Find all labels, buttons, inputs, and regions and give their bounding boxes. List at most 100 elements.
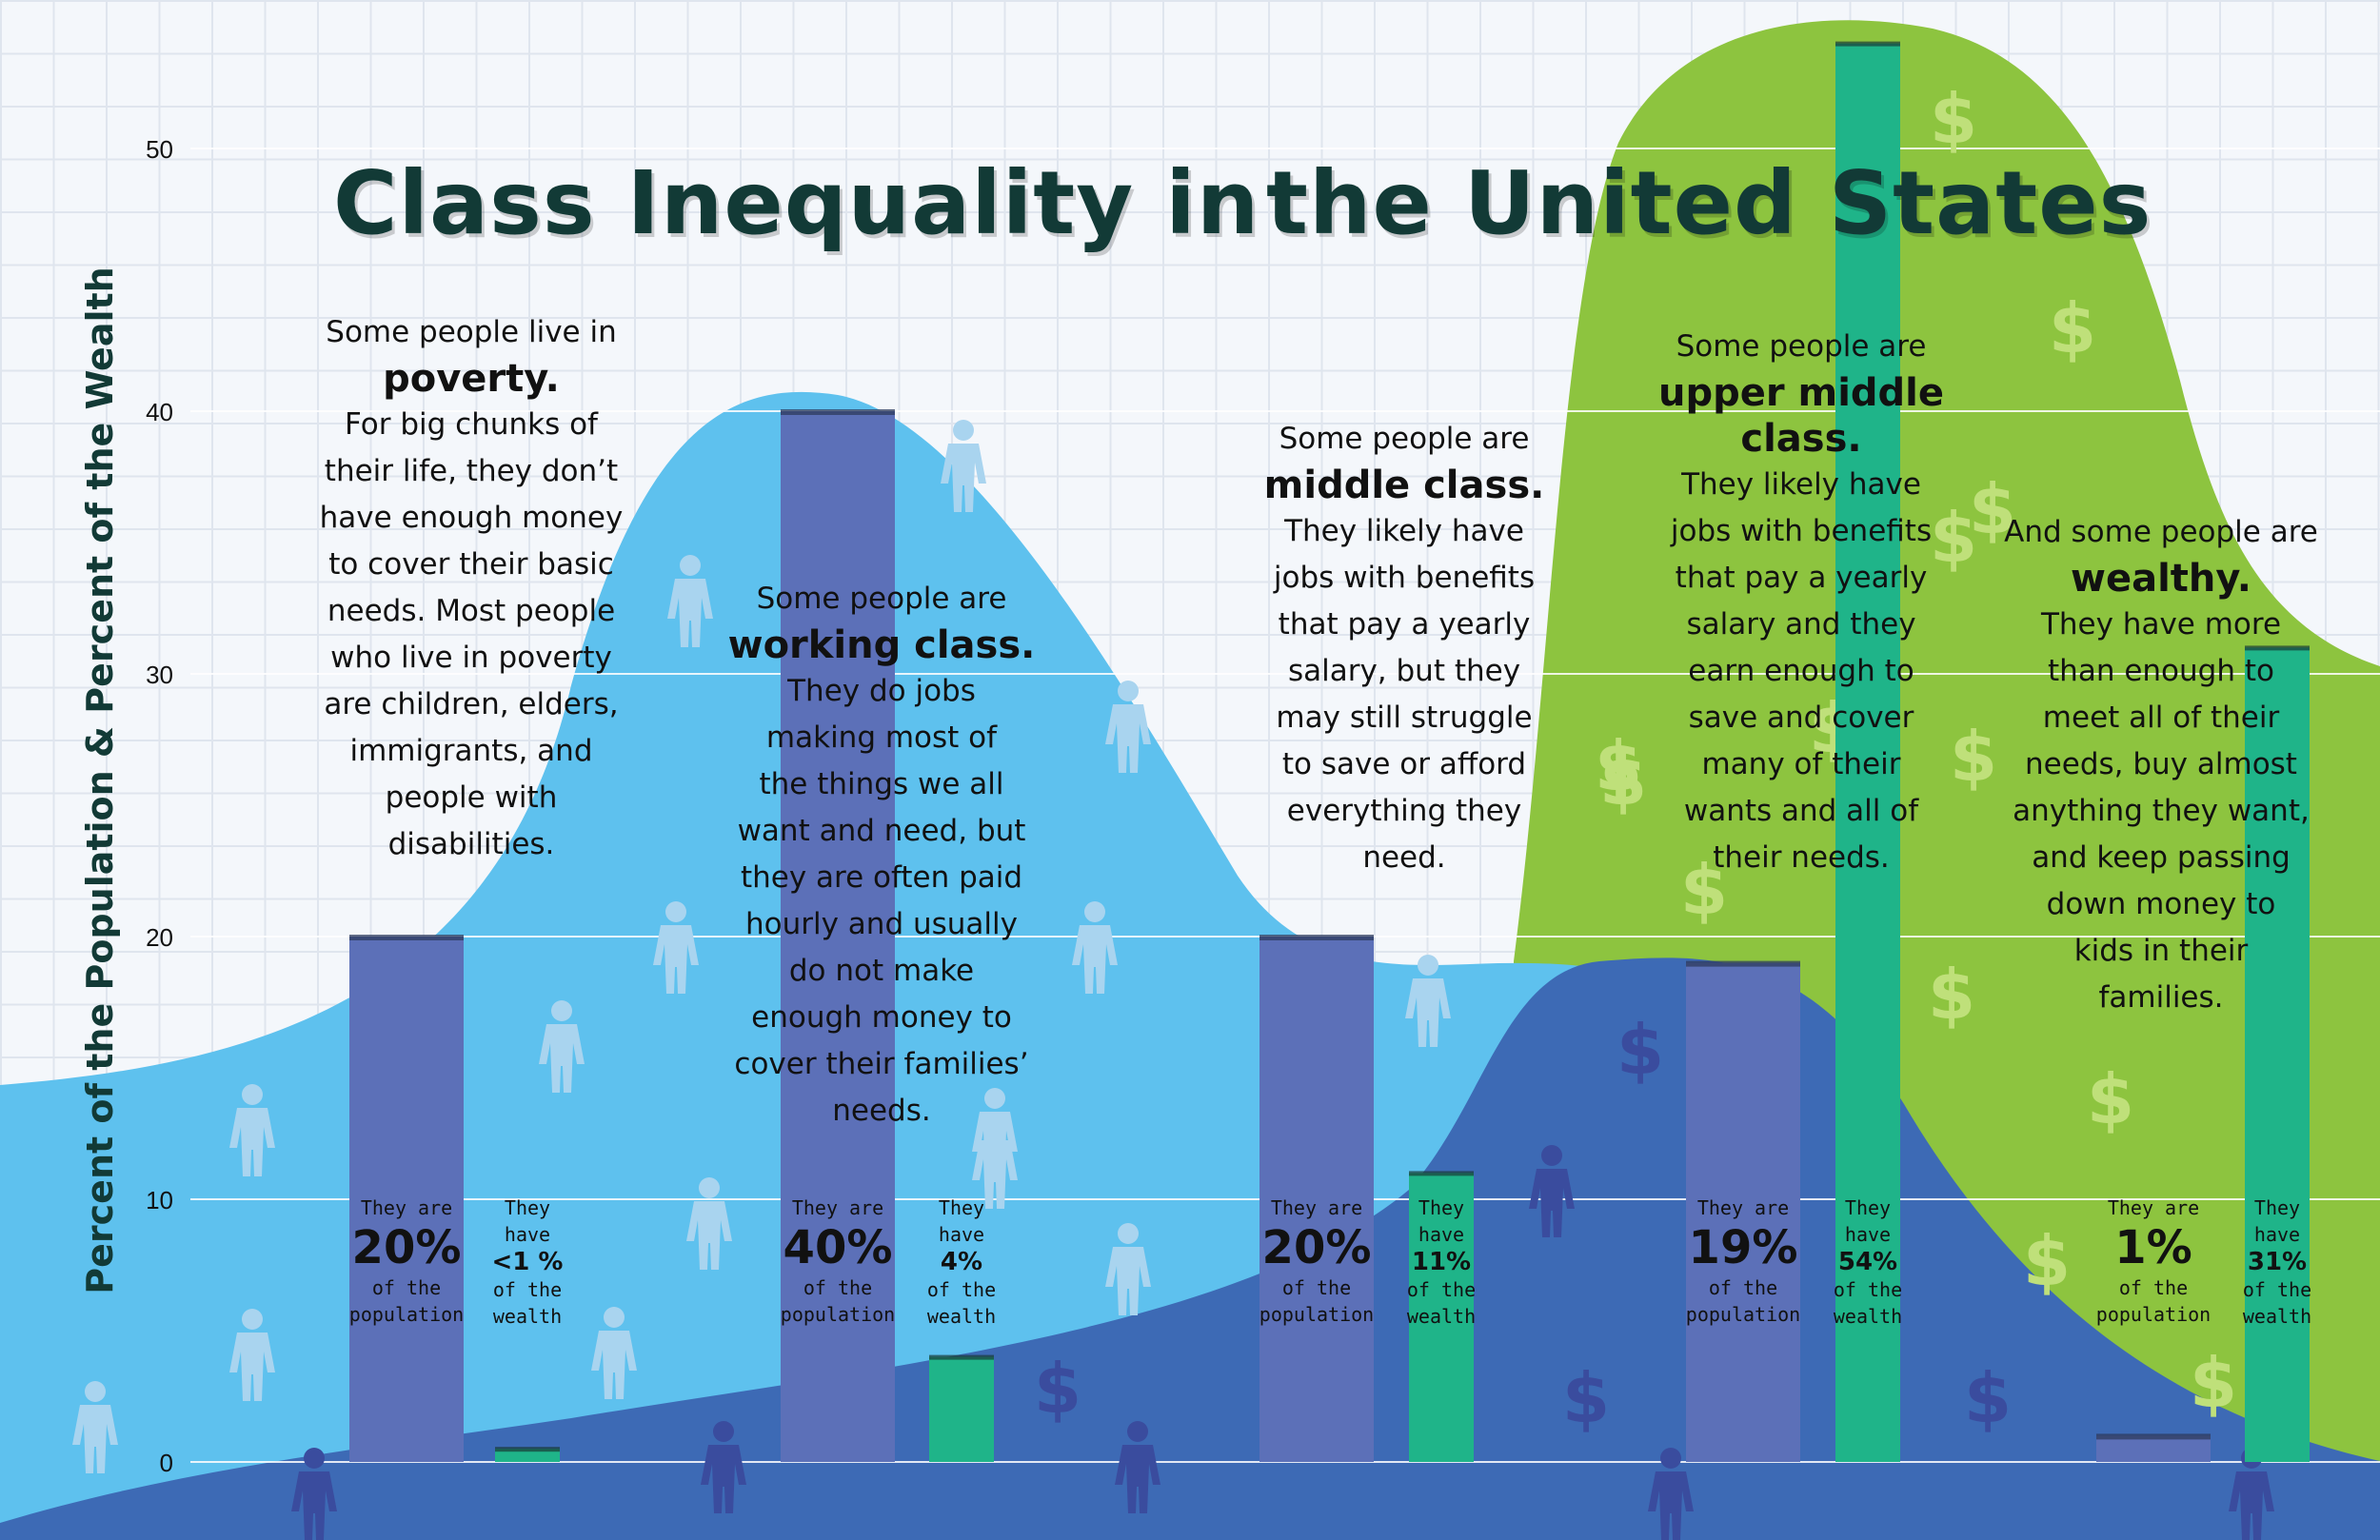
dollar-icon: $	[1930, 79, 1977, 159]
description-line: who live in poverty	[330, 641, 612, 675]
description-line: to save or afford	[1281, 747, 1527, 781]
dollar-icon: $	[1930, 498, 1977, 578]
description-line: needs.	[832, 1094, 931, 1128]
description-line: have enough money	[319, 501, 624, 535]
description-line: want and need, but	[737, 814, 1026, 848]
label-line: of the	[2118, 1276, 2189, 1299]
dollar-icon: $	[2023, 1221, 2071, 1301]
description-line: earn enough to	[1688, 654, 1914, 688]
class-name: wealthy.	[2071, 557, 2251, 601]
description-line: families.	[2098, 980, 2224, 1015]
label-line: wealth	[2242, 1305, 2312, 1328]
label-line: of the	[2242, 1278, 2312, 1301]
wealth-bar-label: They have <1 % of the wealth	[476, 1194, 579, 1330]
dollar-icon: $	[1950, 717, 1997, 797]
y-tick-label: 30	[146, 661, 173, 689]
description-line: than enough to	[2048, 654, 2274, 688]
description-line: are children, elders,	[324, 687, 619, 721]
person-icon	[1115, 1421, 1160, 1513]
wealth-bar	[1409, 1171, 1474, 1462]
label-line: of the	[1708, 1276, 1778, 1299]
description-line: anything they want,	[2013, 794, 2310, 828]
description-line: everything they	[1286, 794, 1522, 828]
description-line: their life, they don’t	[324, 454, 619, 488]
class-name: poverty.	[383, 357, 560, 401]
wealth-bar	[2245, 645, 2310, 1462]
wealth-percent: <1 %	[491, 1248, 564, 1276]
population-bar	[349, 935, 464, 1462]
wealth-bar	[929, 1354, 994, 1462]
description-line: For big chunks of	[345, 407, 598, 442]
label-line: population	[780, 1303, 896, 1326]
description-line: their needs.	[1713, 840, 1890, 875]
population-bar	[1686, 960, 1800, 1462]
wealth-percent: 4%	[940, 1248, 983, 1276]
population-bar	[1259, 935, 1374, 1462]
description-line: kids in their	[2073, 934, 2249, 968]
label-line: of the	[1833, 1278, 1903, 1301]
person-icon	[653, 901, 699, 994]
wealth-bar-label: They have 11% of the wealth	[1390, 1194, 1493, 1330]
person-icon	[291, 1448, 337, 1540]
person-icon	[539, 1000, 585, 1093]
dollar-icon: $	[1969, 469, 2016, 549]
description-line: disabilities.	[387, 827, 555, 861]
label-line: wealth	[1406, 1305, 1477, 1328]
label-line: They	[1418, 1196, 1465, 1219]
description-intro: Some people are	[1676, 329, 1927, 364]
description-line: jobs with benefits	[1273, 561, 1536, 595]
description-line: immigrants, and	[349, 734, 593, 768]
label-line: They are	[2107, 1196, 2200, 1219]
label-line: They	[1844, 1196, 1892, 1219]
class-name: working class.	[727, 623, 1036, 667]
dollar-icon: $	[2190, 1343, 2237, 1423]
person-icon	[701, 1421, 746, 1513]
dollar-icon: $	[1562, 1358, 1610, 1438]
label-line: They are	[791, 1196, 884, 1219]
description-line: wants and all of	[1683, 794, 1919, 828]
population-bar	[781, 409, 895, 1462]
person-icon	[686, 1177, 732, 1270]
class-name: middle class.	[1263, 464, 1545, 507]
person-icon	[1105, 1223, 1151, 1315]
person-icon	[1072, 901, 1118, 994]
population-percent: 20%	[1261, 1221, 1372, 1274]
y-tick-label: 0	[159, 1449, 173, 1477]
description-line: salary and they	[1686, 607, 1916, 642]
description-line: cover their families’	[734, 1047, 1029, 1081]
label-line: They are	[360, 1196, 453, 1219]
description-line: meet all of their	[2042, 701, 2280, 735]
description-line: down money to	[2046, 887, 2276, 921]
label-line: They	[504, 1196, 551, 1219]
wealth-bar-label: They have 4% of the wealth	[910, 1194, 1013, 1330]
description-line: to cover their basic	[328, 547, 614, 582]
title-left: Class Inequality in	[333, 152, 1260, 254]
dollar-icon: $	[1599, 740, 1647, 820]
label-line: have	[1418, 1223, 1465, 1246]
label-line: of the	[1281, 1276, 1352, 1299]
label-line: They	[938, 1196, 985, 1219]
dollar-icon: $	[1616, 1010, 1664, 1090]
description-line: hourly and usually	[744, 907, 1018, 941]
person-icon	[229, 1084, 275, 1176]
wealth-percent: 11%	[1411, 1248, 1472, 1276]
description-line: They likely have	[1681, 467, 1921, 502]
label-line: wealth	[1833, 1305, 1903, 1328]
wealth-bar	[495, 1447, 560, 1462]
description-line: They have more	[2040, 607, 2282, 642]
label-line: population	[348, 1303, 465, 1326]
label-line: They are	[1696, 1196, 1790, 1219]
person-icon	[1529, 1145, 1575, 1237]
dollar-icon: $	[1034, 1349, 1081, 1429]
person-icon	[72, 1381, 118, 1473]
class-description: Some people are working class. They do job…	[710, 576, 1053, 1135]
population-bar-label: They are 20% of the population	[330, 1194, 483, 1328]
population-percent: 40%	[783, 1221, 893, 1274]
label-line: have	[504, 1223, 551, 1246]
population-bar-label: They are 20% of the population	[1240, 1194, 1393, 1328]
description-line: that pay a yearly	[1675, 561, 1928, 595]
y-tick-label: 50	[146, 135, 173, 164]
description-line: do not make	[788, 954, 975, 988]
wealth-percent: 54%	[1837, 1248, 1898, 1276]
